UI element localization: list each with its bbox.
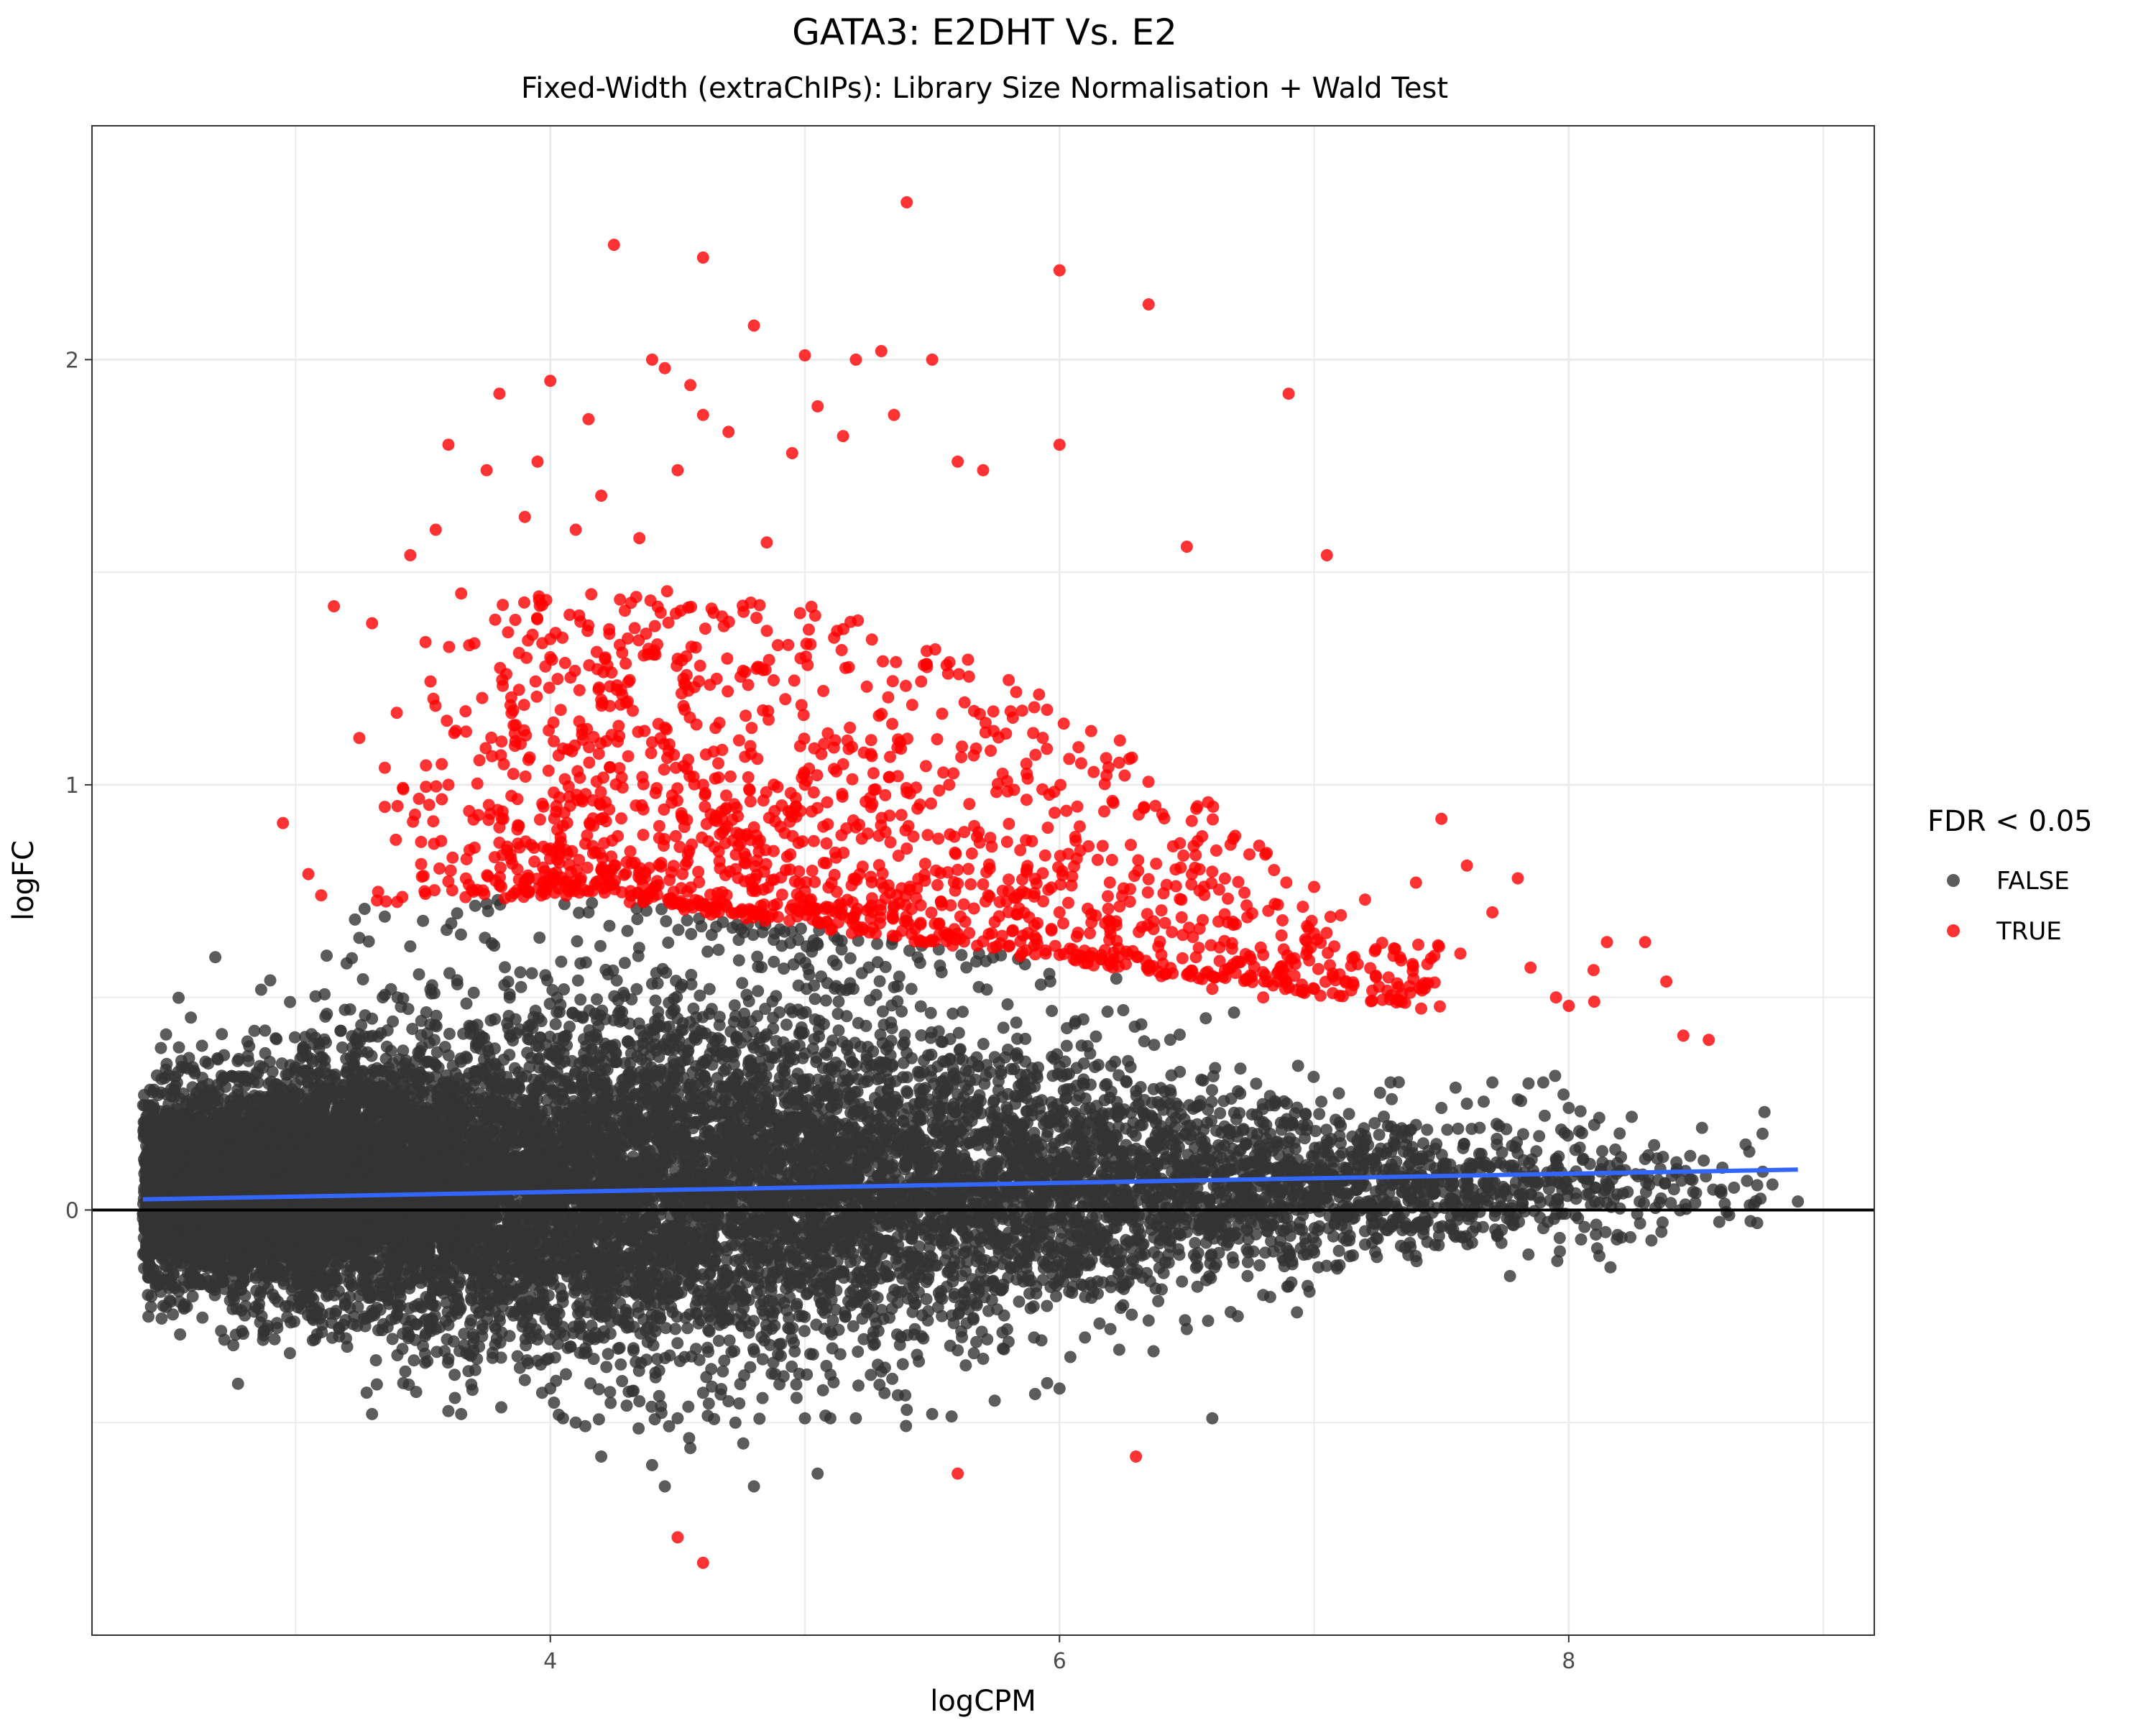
point-false [1307,1070,1320,1083]
point-false [896,1358,909,1371]
point-false [1214,1107,1227,1120]
point-false [798,1325,811,1338]
point-false [852,1346,865,1358]
point-false [768,955,780,968]
point-false [672,924,685,937]
point-false [1538,1109,1551,1122]
point-false [603,919,616,932]
point-false [1604,1261,1617,1274]
point-false [1176,1275,1189,1288]
point-false [386,1333,399,1346]
point-false [1109,1055,1122,1068]
point-false [1291,1306,1304,1319]
point-false [1503,1269,1516,1282]
point-false [955,949,968,962]
point-false [266,1065,279,1078]
point-false [893,970,906,983]
point-false [1028,1388,1041,1400]
point-false [632,1422,645,1435]
point-false [465,1378,478,1391]
point-false [1626,1110,1638,1123]
point-false [631,913,644,926]
point-false [1569,1144,1582,1156]
point-false [844,952,857,965]
point-false [1060,1039,1073,1052]
point-false [703,983,716,995]
point-false [604,1397,617,1409]
point-false [448,1392,461,1404]
point-false [1575,1233,1588,1246]
point-false [413,968,425,981]
point-false [1064,1351,1077,1363]
point-false [270,1032,282,1045]
point-false [786,1360,798,1373]
point-false [460,997,473,1010]
point-false [525,967,538,980]
point-false [600,1361,613,1374]
point-false [903,944,916,957]
point-false [706,1380,719,1393]
point-false [467,986,480,999]
point-false [660,915,673,928]
point-false [334,1024,347,1037]
point-false [900,1420,913,1432]
point-false [917,1332,930,1345]
point-false [555,955,568,968]
point-false [1728,1181,1741,1194]
chart-subtitle: Fixed-Width (extraChIPs): Library Size N… [521,72,1448,105]
point-false [592,1413,605,1426]
point-false [592,1383,605,1396]
point-false [747,1346,760,1358]
point-false [1001,998,1014,1011]
point-false [959,1359,972,1372]
point-false [906,1305,919,1318]
point-false [1202,1315,1215,1328]
point-false [733,1397,746,1410]
point-false [694,989,706,1002]
point-false [671,1337,684,1350]
point-false [185,1011,198,1024]
point-false [594,939,607,952]
point-false [952,1026,965,1039]
point-false [319,1010,332,1023]
point-false [1449,1081,1462,1094]
point-false [1046,1005,1059,1017]
point-false [1421,1123,1434,1136]
point-false [1386,1092,1399,1105]
chart-title: GATA3: E2DHT Vs. E2 [792,12,1177,53]
point-false [1645,1234,1658,1247]
point-false [852,1379,865,1392]
point-false [737,1437,750,1450]
point-false [1112,1343,1125,1356]
point-false [732,954,745,967]
point-false [1189,1261,1202,1274]
point-false [1478,1095,1490,1108]
point-false [369,1354,382,1367]
point-false [790,1378,803,1391]
point-false [1342,1108,1355,1121]
point-false [1212,1246,1225,1259]
point-false [1077,1079,1090,1091]
point-false [1114,1302,1127,1315]
point-false [1590,1218,1603,1231]
point-false [1189,1237,1202,1249]
plot-panel [91,125,1875,1636]
point-false [1313,1108,1326,1121]
point-false [399,1365,412,1378]
point-false [549,1018,562,1031]
point-false [172,1041,185,1054]
point-false [988,1394,1001,1407]
